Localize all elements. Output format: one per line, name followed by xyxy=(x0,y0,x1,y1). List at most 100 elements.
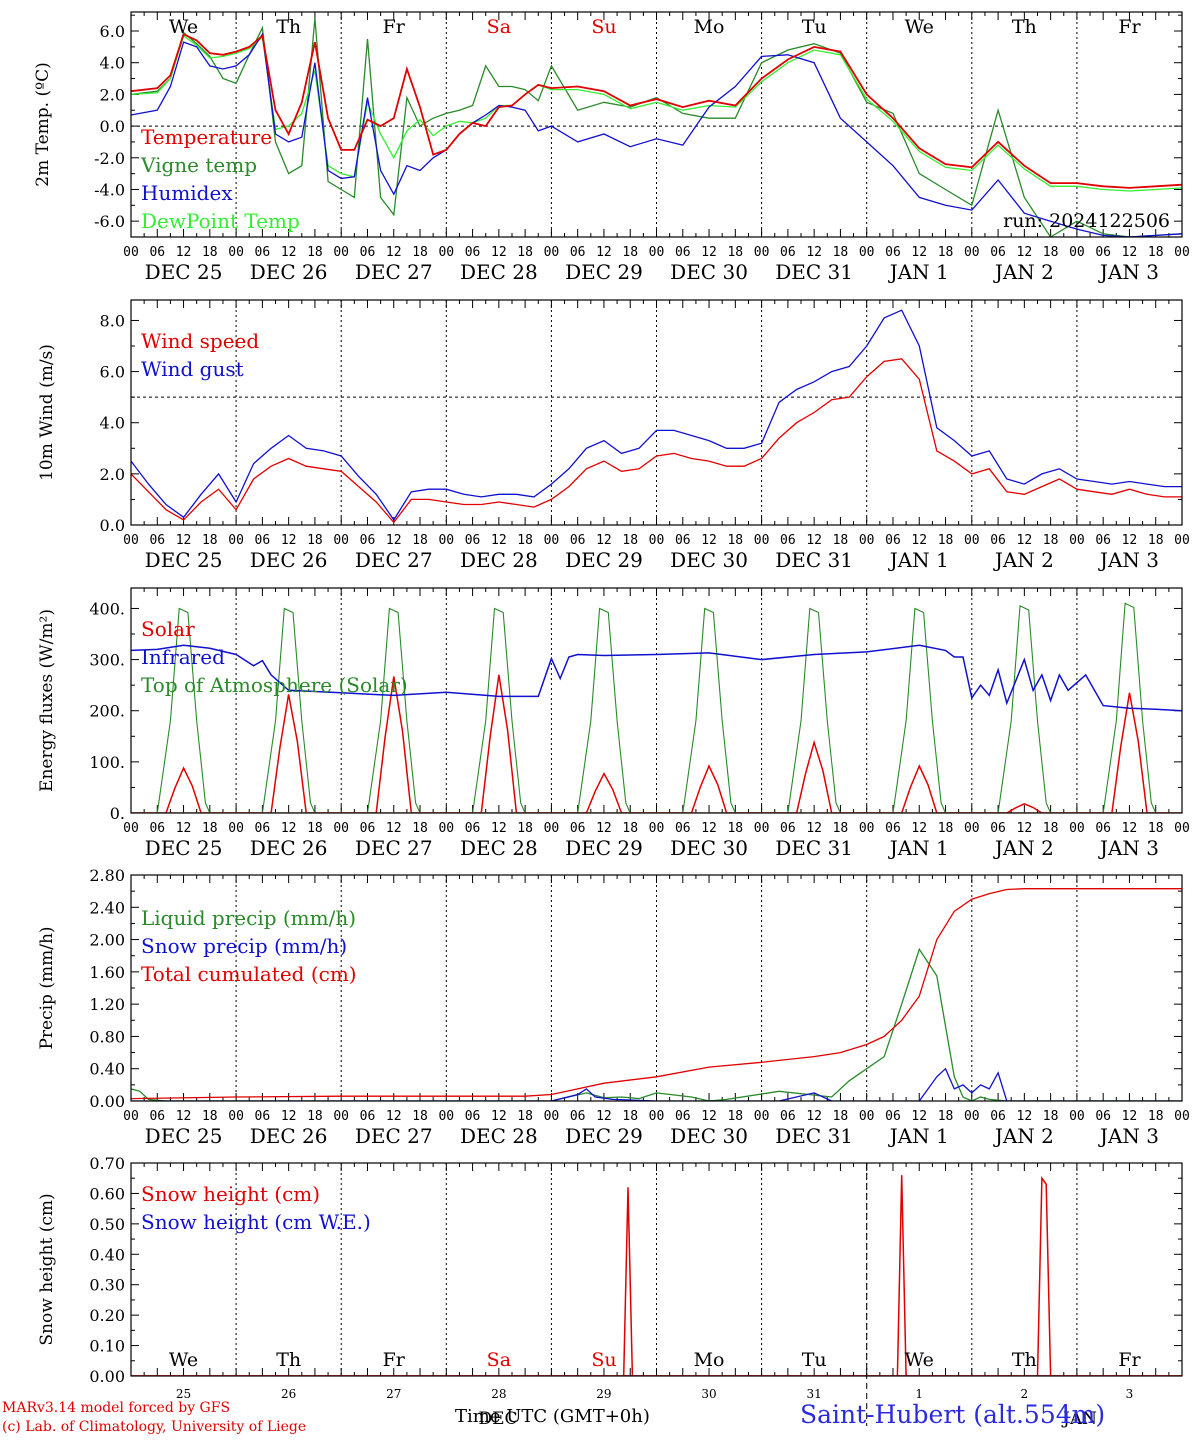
hour-tick-label: 12 xyxy=(911,245,927,260)
legend-entry: Humidex xyxy=(141,181,233,205)
date-label: DEC 26 xyxy=(250,1124,328,1148)
hour-tick-label: 00 xyxy=(859,821,875,836)
hour-tick-label: 18 xyxy=(307,1109,323,1124)
hour-tick-label: 18 xyxy=(412,245,428,260)
y-tick-label: 4.0 xyxy=(100,414,125,433)
hour-tick-label: 00 xyxy=(333,533,349,548)
y-axis-label: Snow height (cm) xyxy=(37,1193,57,1345)
hour-tick-label: 06 xyxy=(1095,533,1111,548)
hour-tick-label: 06 xyxy=(360,1109,376,1124)
hour-tick-label: 00 xyxy=(649,533,665,548)
series-snow-height-spike xyxy=(1036,1175,1052,1376)
hour-tick-label: 12 xyxy=(386,245,402,260)
y-tick-label: 0. xyxy=(110,804,125,823)
y-tick-label: 0.50 xyxy=(89,1215,125,1234)
hour-tick-label: 00 xyxy=(649,1109,665,1124)
hour-tick-label: 06 xyxy=(255,1109,271,1124)
date-label: DEC 26 xyxy=(250,260,328,284)
date-label: DEC 27 xyxy=(355,836,433,860)
y-tick-label: 2.0 xyxy=(100,85,125,104)
hour-tick-label: 00 xyxy=(228,821,244,836)
hour-tick-label: 00 xyxy=(438,245,454,260)
day-number: 28 xyxy=(491,1387,506,1401)
hour-tick-label: 06 xyxy=(1095,821,1111,836)
date-label: JAN 3 xyxy=(1098,548,1159,572)
hour-tick-label: 18 xyxy=(1043,533,1059,548)
hour-tick-label: 12 xyxy=(596,1109,612,1124)
hour-tick-label: 18 xyxy=(938,245,954,260)
hour-tick-label: 18 xyxy=(622,821,638,836)
hour-tick-label: 06 xyxy=(255,533,271,548)
y-axis-label: Energy fluxes (W/m²) xyxy=(37,609,57,792)
day-number: 27 xyxy=(386,1387,401,1401)
hour-tick-label: 18 xyxy=(938,1109,954,1124)
day-number: 26 xyxy=(281,1387,296,1401)
hour-tick-label: 12 xyxy=(806,1109,822,1124)
legend-entry: Snow height (cm) xyxy=(141,1182,320,1206)
series-group xyxy=(131,309,1182,524)
hour-tick-label: 00 xyxy=(754,533,770,548)
hour-tick-label: 18 xyxy=(1148,1109,1164,1124)
day-number: 29 xyxy=(596,1387,611,1401)
weekday-label: Sa xyxy=(487,1349,511,1371)
hour-tick-label: 06 xyxy=(885,1109,901,1124)
hour-tick-label: 00 xyxy=(1069,533,1085,548)
y-tick-label: 0.80 xyxy=(89,1027,125,1046)
y-tick-label: 6.0 xyxy=(100,363,125,382)
date-label: JAN 1 xyxy=(888,1124,949,1148)
hour-tick-label: 00 xyxy=(228,245,244,260)
weekday-label: Fr xyxy=(1118,1349,1141,1371)
panel-5: 0.00 0.10 0.20 0.30 0.40 0.50 0.60 0.70 Snow hei… xyxy=(37,1154,1183,1429)
plot-frame xyxy=(130,1162,1183,1377)
month-label-jan: JAN xyxy=(1061,1409,1097,1429)
day-number: 3 xyxy=(1126,1387,1134,1401)
hour-tick-label: 12 xyxy=(281,533,297,548)
series-solar xyxy=(131,674,1182,813)
plot-frame xyxy=(130,11,1183,238)
hour-tick-label: 12 xyxy=(491,533,507,548)
hour-tick-label: 18 xyxy=(622,245,638,260)
hour-tick-label: 06 xyxy=(360,821,376,836)
date-label: JAN 3 xyxy=(1098,836,1159,860)
series-temperature xyxy=(131,32,1182,189)
hour-tick-label: 00 xyxy=(859,245,875,260)
y-tick-label: 0.60 xyxy=(89,1184,125,1203)
hour-tick-label: 00 xyxy=(544,821,560,836)
date-label: DEC 31 xyxy=(775,548,853,572)
hour-tick-label: 06 xyxy=(360,533,376,548)
hour-tick-label: 06 xyxy=(780,1109,796,1124)
hour-tick-label: 06 xyxy=(885,821,901,836)
plot-frame xyxy=(130,587,1183,814)
date-label: DEC 26 xyxy=(250,548,328,572)
hour-tick-label: 18 xyxy=(1148,245,1164,260)
y-tick-label: 1.60 xyxy=(89,963,125,982)
y-tick-label: -4.0 xyxy=(94,180,125,199)
weekday-label: Tu xyxy=(802,16,827,38)
hour-tick-label: 12 xyxy=(806,245,822,260)
weekday-label: Th xyxy=(1012,16,1037,38)
hour-tick-label: 18 xyxy=(307,821,323,836)
date-label: DEC 25 xyxy=(145,836,223,860)
weekday-label: Mo xyxy=(694,1349,725,1371)
date-label: JAN 2 xyxy=(993,548,1054,572)
y-tick-label: 0.40 xyxy=(89,1060,125,1079)
date-label: JAN 3 xyxy=(1098,260,1159,284)
date-label: DEC 29 xyxy=(565,548,643,572)
hour-tick-label: 12 xyxy=(1017,245,1033,260)
series-group xyxy=(131,602,1182,813)
date-label: DEC 28 xyxy=(460,260,538,284)
weekday-label: Mo xyxy=(694,16,725,38)
date-label: DEC 31 xyxy=(775,836,853,860)
hour-tick-label: 18 xyxy=(412,533,428,548)
panel-4: 0.00 0.40 0.80 1.20 1.60 2.00 2.40 2.80 Precip (… xyxy=(37,866,1190,1148)
hour-tick-label: 06 xyxy=(780,821,796,836)
date-label: DEC 25 xyxy=(145,1124,223,1148)
hour-tick-label: 00 xyxy=(1174,533,1190,548)
hour-tick-label: 00 xyxy=(964,533,980,548)
hour-tick-label: 06 xyxy=(570,1109,586,1124)
hour-tick-label: 00 xyxy=(228,1109,244,1124)
panel-3: 0. 100. 200. 300. 400. Energy fluxes (W/m²) So… xyxy=(37,587,1190,860)
hour-tick-label: 00 xyxy=(123,1109,139,1124)
date-label: JAN 1 xyxy=(888,548,949,572)
panel-1: -6.0 -4.0 -2.0 0.0 2.0 4.0 6.0 2m Temp. (ºC) Tem… xyxy=(33,11,1190,284)
